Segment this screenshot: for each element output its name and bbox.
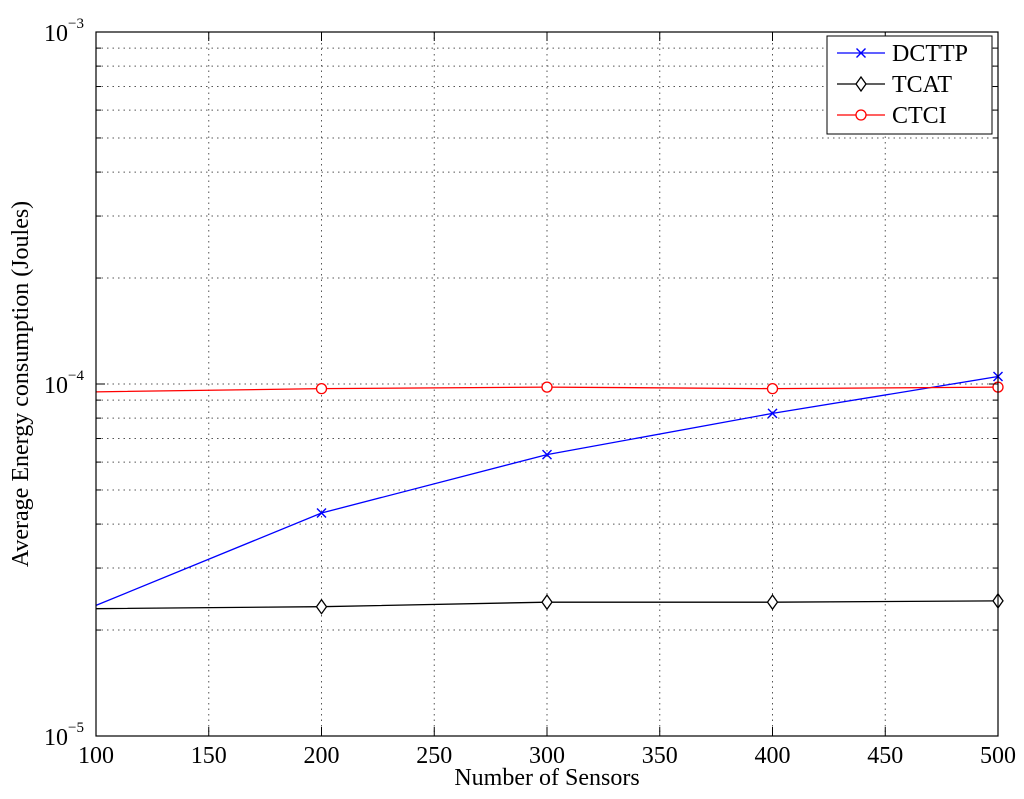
grid-lines — [96, 32, 998, 736]
data-point-tcat — [315, 598, 328, 615]
legend-box — [826, 35, 993, 135]
y-tick-exponent: −3 — [68, 16, 84, 32]
x-tick-label: 350 — [642, 743, 678, 769]
y-tick-exponent: −4 — [68, 368, 84, 384]
marker-stroke — [856, 48, 866, 58]
y-tick-label: 10 — [44, 21, 68, 47]
x-tick-label: 500 — [980, 743, 1016, 769]
legend: DCTTP TCAT CTCI — [826, 35, 993, 135]
y-tick-label: 10 — [44, 725, 68, 751]
x-tick-label: 400 — [755, 743, 791, 769]
x-tick-labels: 100 150 200 250 300 350 400 450 500 — [78, 743, 1016, 769]
y-axis-label: Average Energy consumption (Joules) — [8, 201, 34, 567]
series-tcat — [95, 592, 1004, 615]
data-point-ctci — [315, 383, 328, 395]
legend-item-dcttp: DCTTP — [837, 41, 968, 67]
legend-item-ctci: CTCI — [837, 103, 947, 129]
data-point-dcttp — [767, 408, 778, 419]
x-tick-label: 450 — [867, 743, 903, 769]
data-point-tcat — [541, 594, 553, 611]
x-tick-label: 250 — [416, 743, 452, 769]
axis-ticks — [95, 31, 999, 737]
legend-label-tcat: TCAT — [892, 72, 952, 98]
marker-stroke — [767, 408, 778, 419]
legend-marker-tcat — [855, 75, 867, 93]
data-point-dcttp — [316, 508, 327, 519]
x-tick-label: 300 — [529, 743, 565, 769]
data-point-ctci — [766, 383, 779, 395]
series-dcttp — [95, 371, 1003, 606]
legend-marker-dcttp — [856, 48, 866, 58]
data-point-ctci — [541, 381, 553, 393]
x-axis-label: Number of Sensors — [454, 765, 639, 791]
series-ctci — [95, 381, 1004, 395]
y-tick-label: 10 — [44, 373, 68, 399]
x-tick-label: 200 — [304, 743, 340, 769]
marker-stroke — [542, 449, 552, 460]
y-tick-labels: 10−510−410−3 — [44, 16, 84, 751]
legend-label-ctci: CTCI — [892, 103, 947, 129]
x-tick-label: 150 — [191, 743, 227, 769]
data-point-tcat — [766, 594, 779, 611]
series-layer — [95, 371, 1004, 615]
legend-label-dcttp: DCTTP — [892, 41, 968, 67]
y-tick-exponent: −5 — [68, 720, 84, 736]
legend-marker-ctci — [855, 109, 867, 121]
data-point-dcttp — [542, 449, 552, 460]
marker-stroke — [316, 508, 327, 519]
x-tick-label: 100 — [78, 743, 114, 769]
legend-item-tcat: TCAT — [837, 72, 952, 98]
